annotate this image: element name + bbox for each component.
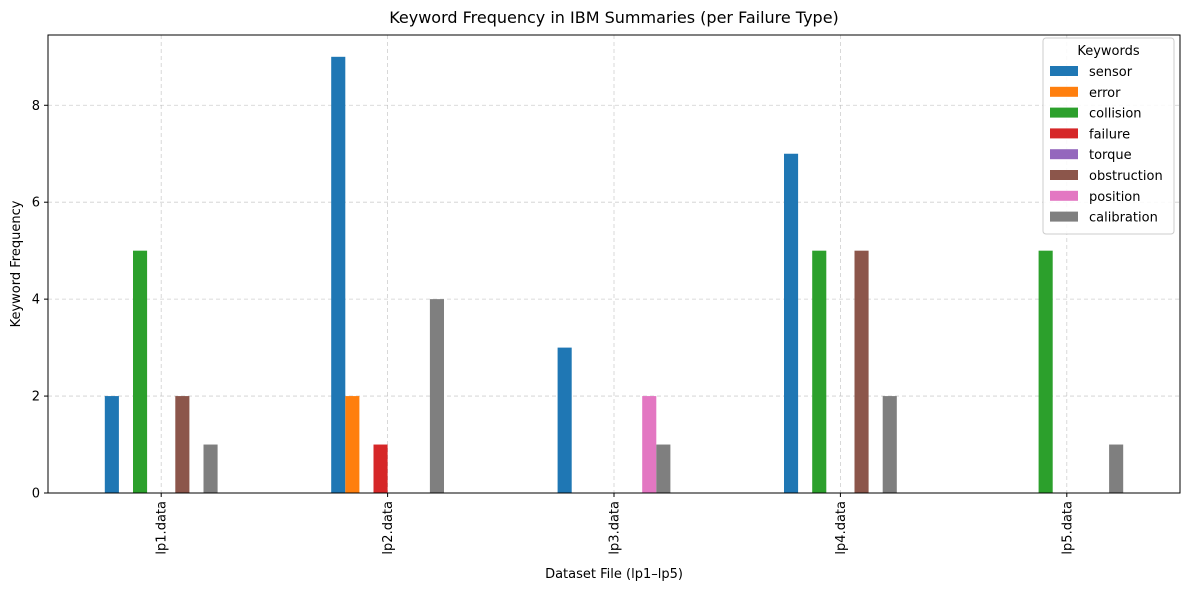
bar-error-lp2-data — [345, 396, 360, 493]
bar-failure-lp2-data — [373, 444, 388, 493]
x-tick-label: lp4.data — [834, 501, 849, 555]
y-tick-label: 2 — [32, 390, 40, 405]
y-tick-label: 8 — [32, 99, 40, 114]
x-tick-label: lp5.data — [1060, 501, 1075, 555]
x-axis: lp1.data lp2.data lp3.data lp4.data lp5.data — [155, 493, 1075, 555]
legend-swatch-sensor — [1050, 66, 1078, 76]
bar-sensor-lp3-data — [557, 347, 572, 493]
legend-label-error: error — [1089, 86, 1121, 101]
x-tick-label: lp3.data — [608, 501, 623, 555]
legend-label-torque: torque — [1089, 148, 1132, 163]
legend-label-position: position — [1089, 190, 1141, 205]
y-tick-label: 0 — [32, 487, 40, 502]
bar-collision-lp5-data — [1038, 250, 1053, 493]
legend-swatch-failure — [1050, 128, 1078, 139]
bar-obstruction-lp4-data — [854, 250, 869, 493]
x-tick-label: lp2.data — [381, 501, 396, 555]
bar-calibration-lp5-data — [1109, 444, 1124, 493]
bar-calibration-lp4-data — [882, 396, 897, 493]
x-tick-label: lp1.data — [155, 501, 170, 555]
bar-sensor-lp1-data — [104, 396, 119, 493]
legend-swatch-collision — [1050, 107, 1078, 118]
chart-title: Keyword Frequency in IBM Summaries (per … — [389, 8, 839, 27]
legend-swatch-position — [1050, 190, 1078, 201]
legend-label-calibration: calibration — [1089, 211, 1158, 226]
legend-label-sensor: sensor — [1089, 65, 1133, 80]
bar-calibration-lp3-data — [656, 444, 671, 493]
legend-swatch-error — [1050, 86, 1078, 97]
bar-sensor-lp4-data — [784, 153, 799, 494]
bars — [104, 56, 1124, 494]
y-tick-label: 6 — [32, 196, 40, 211]
legend-label-collision: collision — [1089, 107, 1142, 122]
grid-lines — [48, 35, 1180, 494]
bar-sensor-lp2-data — [331, 56, 346, 494]
bar-calibration-lp2-data — [429, 299, 444, 493]
legend-swatch-torque — [1050, 149, 1078, 160]
bar-collision-lp1-data — [133, 250, 148, 493]
y-tick-label: 4 — [32, 293, 40, 308]
bar-obstruction-lp1-data — [175, 396, 190, 493]
bar-collision-lp4-data — [812, 250, 827, 493]
legend-label-obstruction: obstruction — [1089, 169, 1163, 184]
x-axis-label: Dataset File (lp1–lp5) — [545, 567, 683, 582]
legend-label-failure: failure — [1089, 127, 1130, 142]
bar-position-lp3-data — [642, 396, 657, 493]
bar-calibration-lp1-data — [203, 444, 218, 493]
plot-frame — [47, 34, 1181, 494]
y-axis-label: Keyword Frequency — [9, 200, 24, 327]
y-axis: 0 2 4 6 8 — [32, 99, 48, 502]
legend: Keywords sensor error collision failure torq… — [1042, 37, 1175, 235]
legend-title: Keywords — [1077, 44, 1140, 59]
legend-swatch-obstruction — [1050, 170, 1078, 180]
legend-swatch-calibration — [1050, 211, 1078, 222]
